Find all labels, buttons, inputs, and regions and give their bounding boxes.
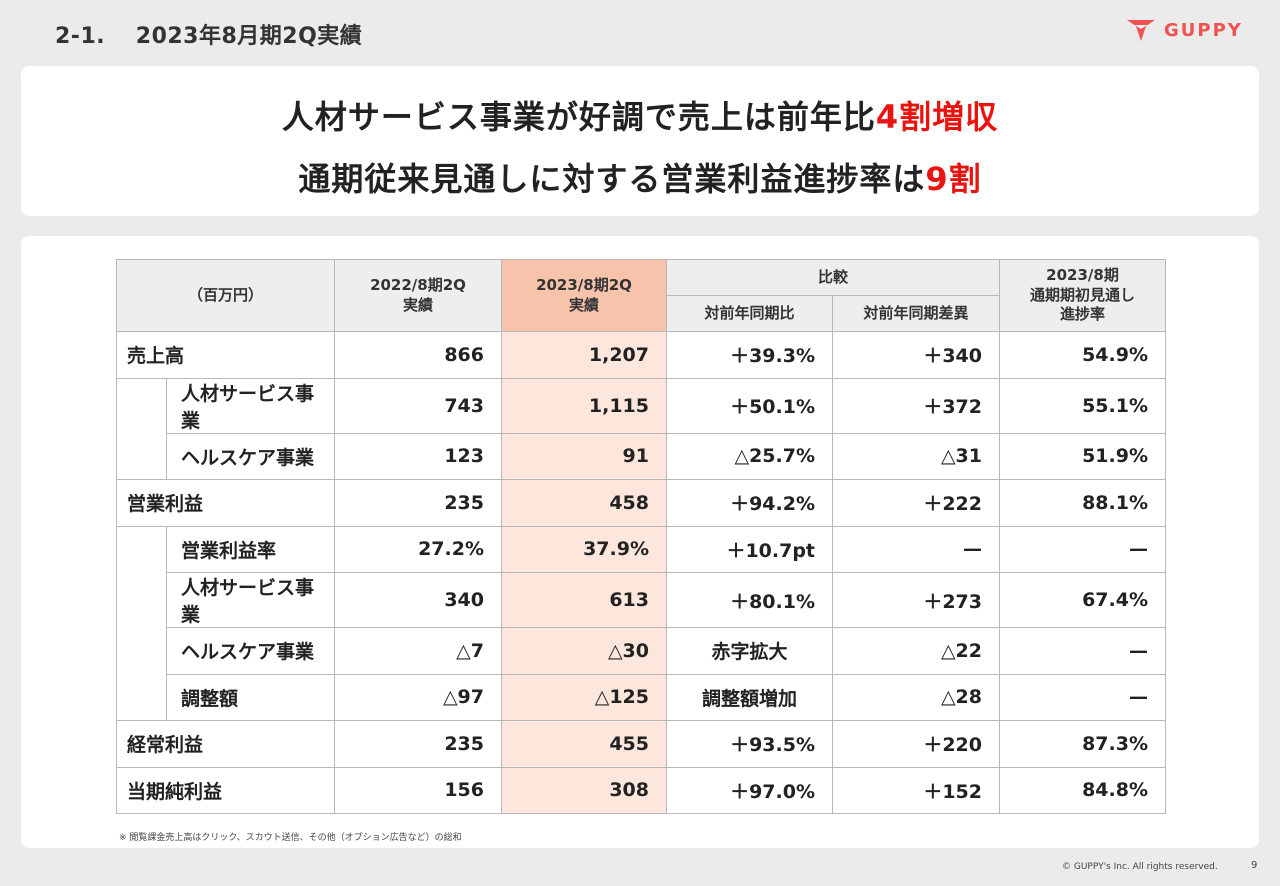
guppy-logo: GUPPY: [1126, 18, 1243, 42]
cell-progress: 54.9%: [999, 331, 1166, 379]
footnote: ※ 閲覧課金売上高はクリック、スカウト送信、その他（オプション広告など）の総和: [119, 833, 462, 843]
cell-prev: 156: [334, 766, 502, 814]
headline-line-2: 通期従来見通しに対する営業利益進捗率は9割: [21, 154, 1259, 200]
cell-diff: ＋222: [832, 479, 1000, 527]
cell-progress: 55.1%: [999, 377, 1166, 434]
cell-curr: △125: [501, 673, 667, 721]
cell-ratio: ＋93.5%: [666, 720, 833, 768]
cell-diff: △22: [832, 627, 1000, 675]
row-label: 営業利益: [116, 479, 335, 527]
cell-prev: △97: [334, 673, 502, 721]
headline-card: 人材サービス事業が好調で売上は前年比4割増収 通期従来見通しに対する営業利益進捗…: [21, 66, 1259, 216]
cell-progress: —: [999, 673, 1166, 721]
row-label: 当期純利益: [116, 766, 335, 814]
table-card: （百万円） 2022/8期2Q 実績 2023/8期2Q 実績 比較 2023/8期…: [21, 236, 1259, 848]
indent-cell: [116, 378, 167, 480]
cell-progress: —: [999, 525, 1166, 573]
row-label: 営業利益率: [166, 525, 335, 573]
cell-curr: 613: [501, 572, 667, 628]
header-unit: （百万円）: [116, 259, 335, 332]
page-title: 2-1. 2023年8月期2Q実績: [55, 24, 363, 49]
cell-progress: 84.8%: [999, 766, 1166, 814]
cell-ratio: ＋94.2%: [666, 479, 833, 527]
table-row: ヘルスケア事業 123 91 △25.7% △31 51.9%: [117, 432, 1166, 480]
cell-prev: 123: [334, 432, 502, 480]
cell-prev: 866: [334, 331, 502, 379]
cell-progress: —: [999, 627, 1166, 675]
cell-diff: ＋273: [832, 572, 1000, 628]
cell-diff: ＋220: [832, 720, 1000, 768]
cell-prev: 235: [334, 479, 502, 527]
table-row: 売上高 866 1,207 ＋39.3% ＋340 54.9%: [116, 331, 1166, 379]
table-row: ヘルスケア事業 △7 △30 赤字拡大 △22 —: [117, 627, 1166, 675]
table-row: 調整額 △97 △125 調整額増加 △28 —: [117, 673, 1166, 721]
headline-line-1-main: 人材サービス事業が好調で売上は前年比: [281, 98, 876, 136]
cell-ratio: ＋50.1%: [666, 377, 833, 434]
cell-progress: 67.4%: [999, 572, 1166, 628]
cell-diff: ＋340: [832, 331, 1000, 379]
header-yoy-diff: 対前年同期差異: [832, 295, 1000, 332]
cell-curr: 1,207: [501, 331, 667, 379]
headline-line-1: 人材サービス事業が好調で売上は前年比4割増収: [21, 92, 1259, 138]
row-label: 経常利益: [116, 720, 335, 768]
cell-prev: 340: [334, 572, 502, 628]
header-compare: 比較: [666, 259, 1000, 296]
row-label: 人材サービス事業: [166, 572, 335, 628]
cell-diff: ＋372: [832, 377, 1000, 434]
cell-curr: 308: [501, 766, 667, 814]
header-prev-results: 2022/8期2Q 実績: [334, 259, 502, 332]
cell-curr: △30: [501, 627, 667, 675]
cell-diff: △31: [832, 432, 1000, 480]
row-label: ヘルスケア事業: [166, 627, 335, 675]
header-curr-results: 2023/8期2Q 実績: [501, 259, 667, 332]
headline-line-2-highlight: 9割: [925, 160, 982, 198]
guppy-logo-icon: [1127, 20, 1155, 41]
table-row: 営業利益 235 458 ＋94.2% ＋222 88.1%: [116, 479, 1166, 527]
cell-ratio: ＋10.7pt: [666, 525, 833, 573]
cell-prev: △7: [334, 627, 502, 675]
cell-ratio: ＋39.3%: [666, 331, 833, 379]
table-row: 当期純利益 156 308 ＋97.0% ＋152 84.8%: [116, 766, 1166, 814]
cell-ratio: 調整額増加: [666, 673, 833, 721]
cell-progress: 88.1%: [999, 479, 1166, 527]
row-label: 人材サービス事業: [166, 377, 335, 434]
cell-progress: 87.3%: [999, 720, 1166, 768]
cell-curr: 458: [501, 479, 667, 527]
header-progress: 2023/8期 通期期初見通し 進捗率: [999, 259, 1166, 332]
cell-diff: —: [832, 525, 1000, 573]
indent-cell: [116, 526, 167, 721]
table-row: 人材サービス事業 743 1,115 ＋50.1% ＋372 55.1%: [116, 377, 1166, 480]
cell-curr: 91: [501, 432, 667, 480]
copyright: © GUPPY's Inc. All rights reserved.: [1062, 862, 1218, 872]
cell-prev: 27.2%: [334, 525, 502, 573]
cell-ratio: ＋97.0%: [666, 766, 833, 814]
cell-curr: 455: [501, 720, 667, 768]
cell-ratio: ＋80.1%: [666, 572, 833, 628]
cell-curr: 1,115: [501, 377, 667, 434]
cell-prev: 743: [334, 377, 502, 434]
cell-curr: 37.9%: [501, 525, 667, 573]
table-row: 営業利益率 27.2% 37.9% ＋10.7pt — —: [116, 525, 1166, 721]
financial-results-table: （百万円） 2022/8期2Q 実績 2023/8期2Q 実績 比較 2023/8期…: [116, 259, 1166, 814]
cell-prev: 235: [334, 720, 502, 768]
row-label: ヘルスケア事業: [166, 432, 335, 480]
headline-line-1-highlight: 4割増収: [875, 98, 999, 136]
cell-diff: ＋152: [832, 766, 1000, 814]
headline-line-2-main: 通期従来見通しに対する営業利益進捗率は: [298, 160, 926, 198]
table-row: 経常利益 235 455 ＋93.5% ＋220 87.3%: [116, 720, 1166, 768]
row-label: 調整額: [166, 673, 335, 721]
cell-ratio: 赤字拡大: [666, 627, 833, 675]
header-yoy-ratio: 対前年同期比: [666, 295, 833, 332]
logo-text: GUPPY: [1164, 19, 1243, 41]
page-number: 9: [1251, 860, 1258, 871]
cell-progress: 51.9%: [999, 432, 1166, 480]
row-label: 売上高: [116, 331, 335, 379]
table-row: 人材サービス事業 340 613 ＋80.1% ＋273 67.4%: [117, 572, 1166, 628]
cell-diff: △28: [832, 673, 1000, 721]
cell-ratio: △25.7%: [666, 432, 833, 480]
